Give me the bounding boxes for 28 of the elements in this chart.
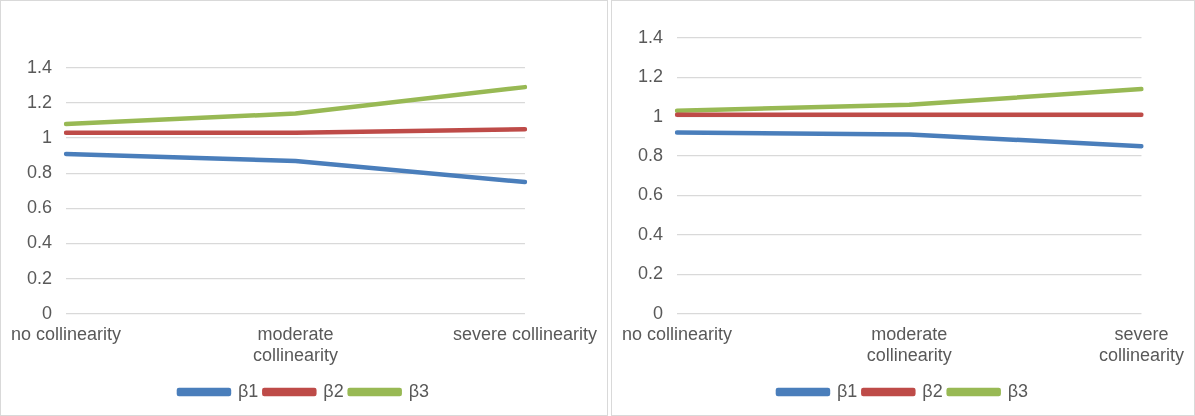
y-tick-label: 0 bbox=[42, 302, 53, 323]
y-tick-label: 0.4 bbox=[27, 232, 53, 253]
y-tick-label: 0.4 bbox=[638, 223, 664, 244]
y-tick-label: 0.2 bbox=[27, 267, 53, 288]
y-tick-label: 1.2 bbox=[27, 91, 53, 112]
x-tick-label: severe collinearity bbox=[1098, 323, 1185, 366]
y-tick-label: 1 bbox=[653, 105, 664, 126]
y-tick-label: 0.6 bbox=[638, 184, 664, 205]
y-tick-label: 1.4 bbox=[27, 56, 53, 77]
legend-label: β1 bbox=[237, 380, 259, 401]
x-tick-label: moderate collinearity bbox=[252, 323, 339, 366]
x-tick-label: no collinearity bbox=[11, 323, 122, 344]
x-tick-label: moderate collinearity bbox=[866, 323, 952, 366]
legend-label: β3 bbox=[1007, 380, 1029, 401]
legend-label: β2 bbox=[323, 380, 344, 401]
y-tick-label: 1 bbox=[42, 127, 53, 148]
legend-label: β3 bbox=[408, 380, 430, 401]
x-tick-label: severe collinearity bbox=[452, 323, 597, 344]
legend-label: β1 bbox=[836, 380, 858, 401]
legend-label: β2 bbox=[922, 380, 943, 401]
y-tick-label: 1.4 bbox=[638, 26, 664, 47]
y-tick-label: 0.8 bbox=[27, 162, 53, 183]
y-tick-label: 0.2 bbox=[638, 263, 664, 284]
y-tick-label: 0.8 bbox=[638, 145, 664, 166]
x-tick-label: no collinearity bbox=[622, 323, 733, 344]
y-tick-label: 1.2 bbox=[638, 66, 664, 87]
y-tick-label: 0.6 bbox=[27, 197, 53, 218]
y-tick-label: 0 bbox=[653, 302, 664, 323]
